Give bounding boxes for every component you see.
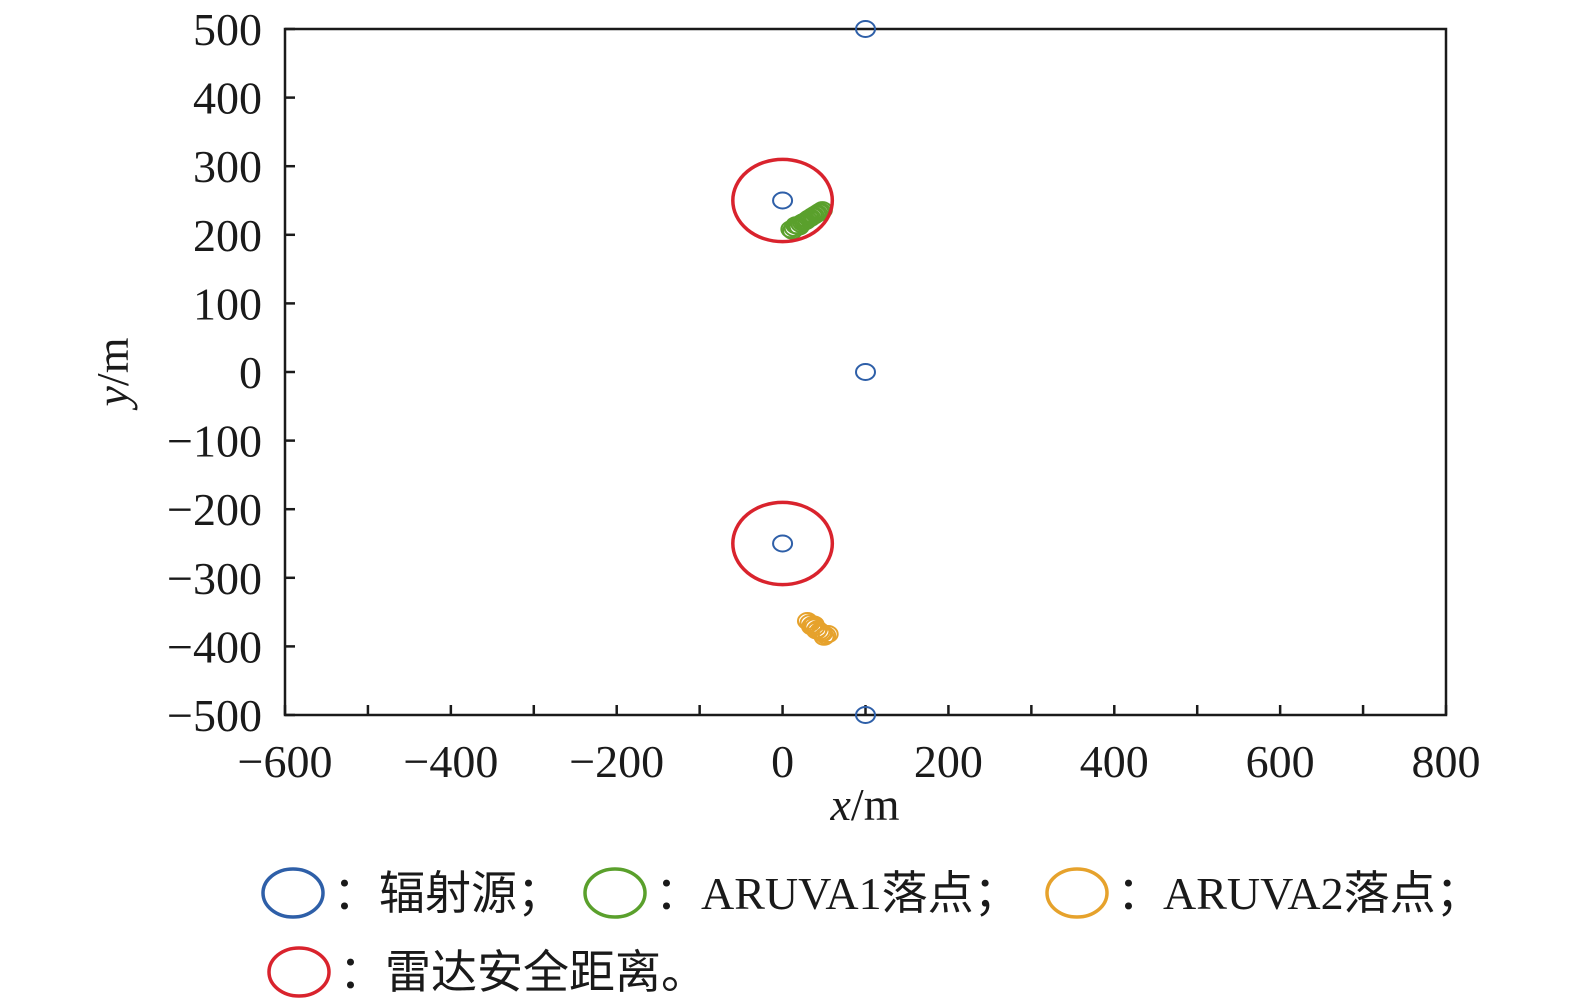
- aruva2-point: [803, 615, 825, 634]
- data-marks: [731, 20, 876, 724]
- x-axis-label: x/m: [830, 779, 900, 830]
- radiation-point: [855, 363, 876, 381]
- radiation-point: [855, 706, 876, 724]
- radiation-point: [855, 20, 876, 38]
- x-tick-label: 600: [1246, 736, 1315, 787]
- y-tick-label: 500: [193, 4, 262, 55]
- x-tick-label: 400: [1080, 736, 1149, 787]
- x-tick-label: 200: [914, 736, 983, 787]
- y-tick-label: −100: [167, 416, 262, 467]
- x-tick-label: −200: [569, 736, 664, 787]
- y-tick-label: 300: [193, 141, 262, 192]
- legend-radiation-label: ：辐射源；: [333, 868, 563, 919]
- y-tick-label: 400: [193, 73, 262, 124]
- y-tick-label: −200: [167, 484, 262, 535]
- x-tick-label: 0: [771, 736, 794, 787]
- x-tick-label: −400: [403, 736, 498, 787]
- y-tick-label: −300: [167, 553, 262, 604]
- legend-radiation-marker: [261, 867, 325, 919]
- aruva1-point: [805, 205, 827, 224]
- radiation-point: [772, 534, 794, 553]
- legend: ：辐射源； ：ARUVA1落点； ：ARUVA2落点； ：雷达安全距离。: [261, 867, 1482, 998]
- safety-circle: [731, 157, 835, 244]
- y-tick-label: −500: [167, 690, 262, 741]
- legend-aruva1-marker: [583, 867, 647, 919]
- legend-aruva2-label: ：ARUVA2落点；: [1117, 868, 1482, 919]
- y-axis-ticks: 500 400 300 200 100 0 −100 −200 −300 −400 −500: [167, 4, 295, 741]
- legend-safety-marker: [267, 946, 331, 998]
- y-tick-label: −400: [167, 621, 262, 672]
- y-axis-label: y/m: [87, 337, 138, 410]
- x-axis-ticks: −600 −400 −200 0 200 400 600 800: [238, 705, 1481, 787]
- x-tick-label: −600: [238, 736, 333, 787]
- legend-aruva2-marker: [1045, 867, 1109, 919]
- aruva2-point: [813, 627, 835, 646]
- y-tick-label: 200: [193, 210, 262, 261]
- y-tick-label: 100: [193, 278, 262, 329]
- x-tick-label: 800: [1412, 736, 1481, 787]
- legend-safety-label: ：雷达安全距离。: [339, 947, 707, 998]
- radiation-point: [772, 191, 794, 210]
- legend-aruva1-label: ：ARUVA1落点；: [655, 868, 1020, 919]
- plot-frame: [283, 27, 1448, 717]
- y-tick-label: 0: [239, 347, 262, 398]
- safety-circle: [731, 500, 835, 587]
